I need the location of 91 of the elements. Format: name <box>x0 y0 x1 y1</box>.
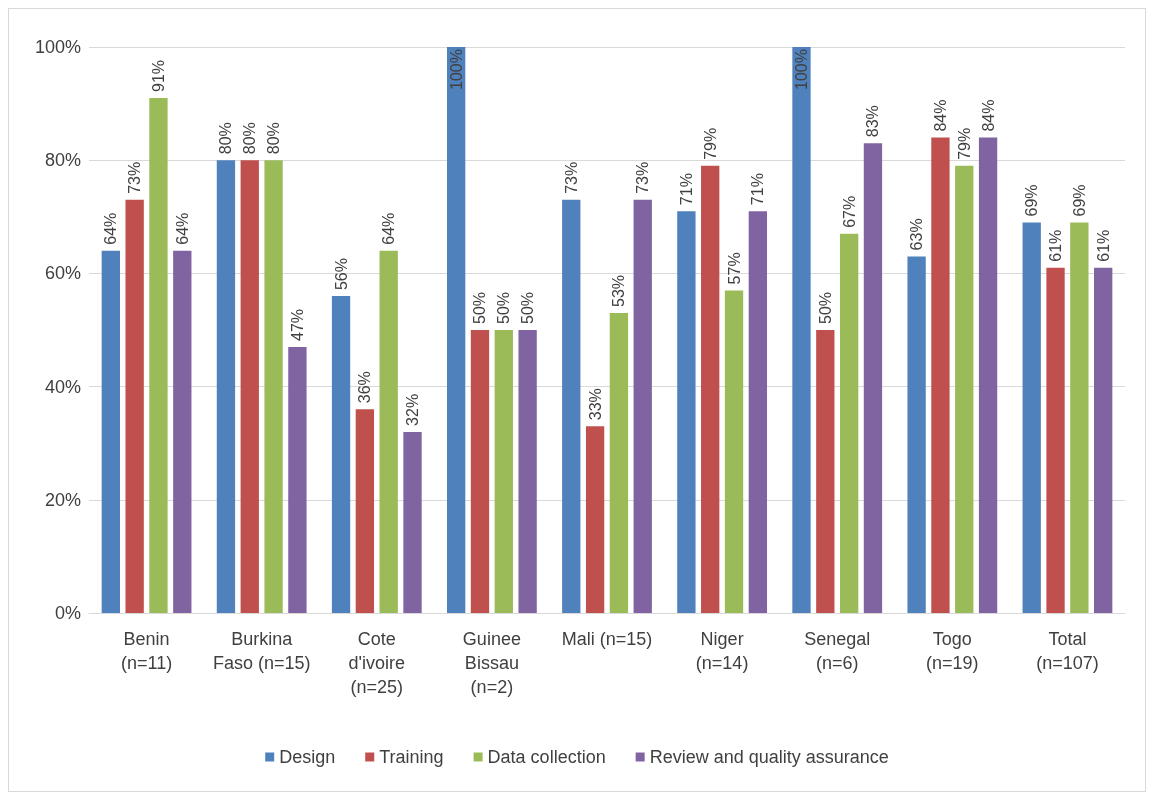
x-tick-label: Mali (n=15) <box>561 629 653 649</box>
data-label: 67% <box>840 195 858 228</box>
bar <box>955 165 974 613</box>
bar <box>355 409 375 613</box>
x-tick-label: Niger (n=14) <box>695 629 749 673</box>
x-tick-label: Cote d'ivoire (n=25) <box>348 629 406 697</box>
x-tick-label: Senegal (n=6) <box>804 629 871 673</box>
bar <box>562 199 581 613</box>
data-label: 84% <box>979 99 997 132</box>
legend-label: Training <box>379 747 444 767</box>
bar <box>470 330 490 613</box>
bar <box>816 330 835 613</box>
bar <box>149 97 168 613</box>
data-label: 79% <box>701 127 719 160</box>
data-label: 100% <box>447 49 465 90</box>
bar <box>331 296 351 613</box>
y-tick-label: 100% <box>34 37 81 57</box>
bar <box>839 233 859 613</box>
x-tick-label: Guinee Bissau (n=2) <box>462 629 521 697</box>
data-label: 57% <box>725 252 743 285</box>
data-label: 63% <box>908 218 926 251</box>
bar <box>288 346 307 613</box>
data-label: 71% <box>749 173 767 206</box>
bar <box>403 431 422 613</box>
bar <box>907 256 926 613</box>
data-label: 56% <box>332 258 350 291</box>
data-label: 80% <box>265 122 283 155</box>
x-tick-label: Benin (n=11) <box>120 629 173 673</box>
bar <box>518 330 537 613</box>
data-label: 50% <box>471 291 489 324</box>
bar <box>585 426 605 613</box>
bar <box>931 137 950 613</box>
data-label: 73% <box>126 161 144 194</box>
data-label: 83% <box>864 105 882 138</box>
y-tick-label: 0% <box>54 603 81 623</box>
data-label: 84% <box>931 99 949 132</box>
y-tick-label: 60% <box>44 263 81 284</box>
data-label: 71% <box>677 173 695 206</box>
data-label: 53% <box>610 274 628 308</box>
data-label: 50% <box>816 291 834 324</box>
data-label: 47% <box>288 308 306 341</box>
bar <box>792 47 811 613</box>
bar <box>1022 222 1041 613</box>
bar <box>633 199 652 613</box>
data-label: 61% <box>1094 229 1112 262</box>
data-label: 61% <box>1047 229 1065 262</box>
bar <box>748 211 767 613</box>
data-label: 50% <box>495 291 513 324</box>
data-label: 91% <box>149 59 167 92</box>
bar <box>494 330 513 613</box>
bar <box>701 165 720 613</box>
data-label: 64% <box>380 212 398 245</box>
bar <box>1046 267 1065 613</box>
data-label: 69% <box>1023 184 1041 217</box>
x-tick-label: Burkina Faso (n=15) <box>212 629 311 673</box>
bar <box>863 143 883 613</box>
data-label: 73% <box>634 161 652 194</box>
legend-label: Review and quality assurance <box>649 747 889 767</box>
data-label: 64% <box>173 212 191 245</box>
data-label: 33% <box>586 388 604 421</box>
bar <box>677 211 696 613</box>
bar <box>379 250 398 613</box>
bar <box>1094 267 1113 613</box>
data-label: 100% <box>792 49 810 90</box>
data-label: 79% <box>955 127 973 160</box>
data-label: 32% <box>404 393 422 426</box>
data-label: 80% <box>217 122 235 155</box>
data-label: 80% <box>241 122 259 155</box>
y-tick-label: 20% <box>44 489 81 510</box>
bar <box>173 250 192 613</box>
data-label: 73% <box>562 161 580 194</box>
bar <box>609 313 629 613</box>
bar <box>978 137 998 613</box>
data-label: 50% <box>519 291 537 324</box>
data-label: 69% <box>1070 184 1088 217</box>
bar <box>724 290 744 613</box>
data-label: 36% <box>356 371 374 404</box>
legend-label: Data collection <box>487 747 606 767</box>
y-tick-label: 80% <box>44 150 81 171</box>
bar <box>1070 222 1089 613</box>
bar <box>447 47 466 613</box>
data-label: 64% <box>102 212 120 245</box>
bar <box>101 250 120 613</box>
bar <box>216 160 236 613</box>
y-tick-label: 40% <box>44 376 81 397</box>
bar <box>125 199 144 613</box>
bar <box>240 160 259 613</box>
bar <box>264 160 283 613</box>
legend-label: Design <box>279 747 336 767</box>
x-tick-label: Togo (n=19) <box>926 629 979 673</box>
x-tick-label: Total (n=107) <box>1036 629 1099 673</box>
